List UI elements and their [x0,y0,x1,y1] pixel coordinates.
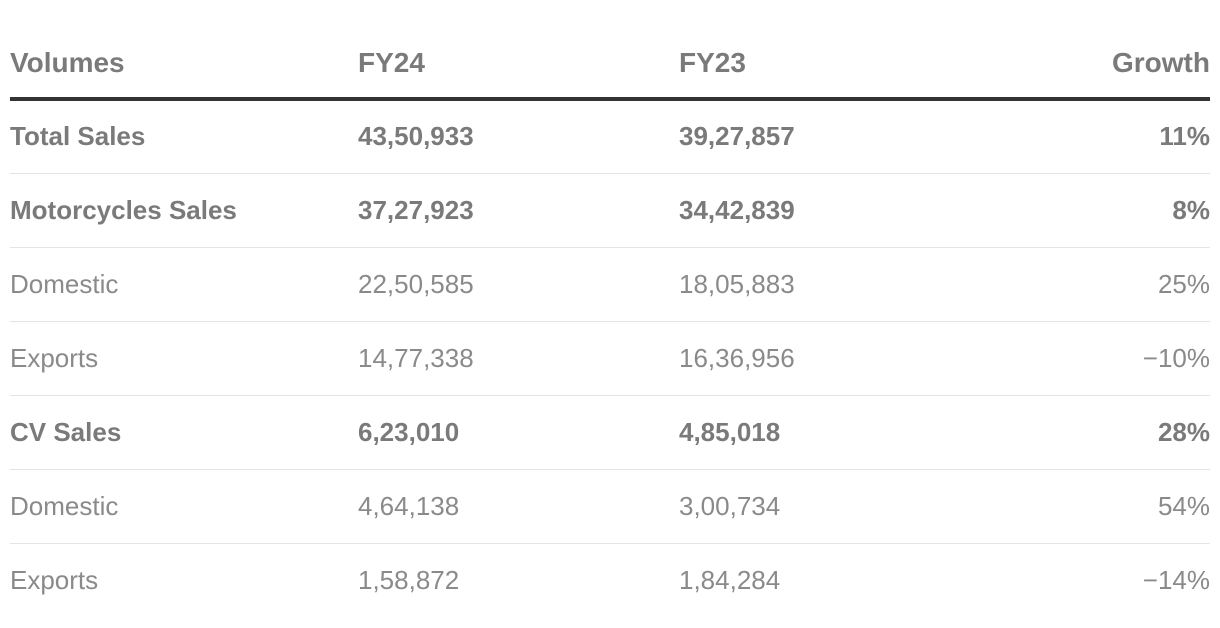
row-fy23-value: 39,27,857 [679,99,999,174]
volumes-table-container: Volumes FY24 FY23 Growth Total Sales 43,… [10,0,1210,617]
row-growth-value: 28% [999,395,1210,470]
table-row-cv-exports: Exports 1,58,872 1,84,284 −14% [10,543,1210,617]
table-header: Volumes FY24 FY23 Growth [10,0,1210,101]
row-label: Domestic [10,247,358,322]
row-fy24-value: 37,27,923 [358,173,679,248]
row-growth-value: 8% [999,173,1210,248]
table-body: Total Sales 43,50,933 39,27,857 11% Moto… [10,99,1210,617]
header-row: Volumes FY24 FY23 Growth [10,0,1210,101]
row-label: Exports [10,564,99,595]
row-fy23-value: 16,36,956 [679,321,999,396]
row-growth-value: 54% [999,469,1210,544]
table-row-motorcycles-domestic: Domestic 22,50,585 18,05,883 25% [10,247,1210,322]
row-fy23-value: 4,85,018 [679,395,999,470]
header-fy24: FY24 [358,0,679,101]
row-fy23-value: 1,84,284 [679,564,781,595]
row-fy24-value: 6,23,010 [358,395,679,470]
table-row-cv-domestic: Domestic 4,64,138 3,00,734 54% [10,469,1210,544]
row-label: Motorcycles Sales [10,173,358,248]
header-fy23: FY23 [679,0,999,101]
table-row-motorcycles-sales: Motorcycles Sales 37,27,923 34,42,839 8% [10,173,1210,248]
volumes-table: Volumes FY24 FY23 Growth Total Sales 43,… [10,0,1210,617]
row-label: Domestic [10,469,358,544]
row-label: Exports [10,321,358,396]
header-volumes: Volumes [10,0,358,101]
row-fy24-value: 4,64,138 [358,469,679,544]
table-row-total-sales: Total Sales 43,50,933 39,27,857 11% [10,99,1210,174]
row-fy24-value: 43,50,933 [358,99,679,174]
row-fy23-value: 34,42,839 [679,173,999,248]
table-row-motorcycles-exports: Exports 14,77,338 16,36,956 −10% [10,321,1210,396]
row-label: Total Sales [10,99,358,174]
header-growth: Growth [999,0,1210,101]
row-fy24-value: 1,58,872 [358,564,460,595]
row-fy24-value: 14,77,338 [358,321,679,396]
row-growth-value: 25% [999,247,1210,322]
row-fy24-value: 22,50,585 [358,247,679,322]
row-label: CV Sales [10,395,358,470]
row-growth-value: −14% [1142,564,1210,595]
table-row-cv-sales: CV Sales 6,23,010 4,85,018 28% [10,395,1210,470]
row-fy23-value: 18,05,883 [679,247,999,322]
row-growth-value: 11% [999,99,1210,174]
row-fy23-value: 3,00,734 [679,469,999,544]
row-growth-value: −10% [999,321,1210,396]
